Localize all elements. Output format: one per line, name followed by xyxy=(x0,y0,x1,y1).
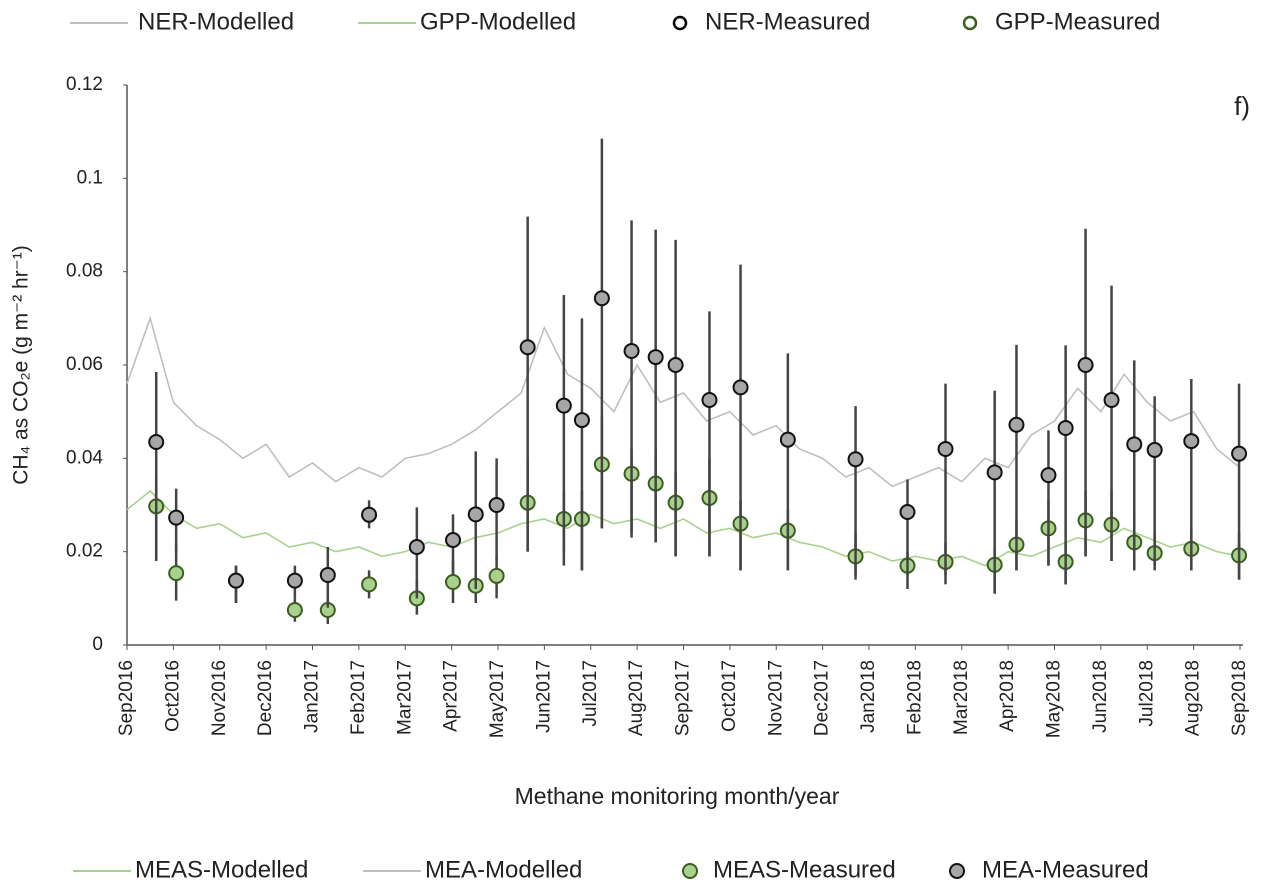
legend-label: GPP-Measured xyxy=(995,8,1160,35)
measured-point xyxy=(227,572,244,589)
measured-point xyxy=(361,576,378,593)
measured-point xyxy=(1103,392,1120,408)
measured-point xyxy=(319,567,336,583)
legend-label: MEA-Measured xyxy=(982,856,1149,883)
measured-point xyxy=(286,602,303,618)
legend-swatch xyxy=(682,863,698,879)
measured-point xyxy=(701,392,718,408)
measured-point xyxy=(779,431,796,448)
x-tick-label: Feb2018 xyxy=(904,660,925,735)
x-tick-label: Jun2018 xyxy=(1090,660,1111,733)
measured-point xyxy=(445,532,462,548)
x-tick-label: Aug2018 xyxy=(1183,660,1204,736)
panel-label: f) xyxy=(1234,91,1250,121)
legend-label: MEAS-Modelled xyxy=(135,856,308,883)
measured-point xyxy=(1146,441,1163,458)
measured-point xyxy=(847,451,864,468)
x-tick-label: Jul2018 xyxy=(1136,660,1157,727)
x-tick-label: Jan2018 xyxy=(858,660,879,733)
measured-point xyxy=(623,343,640,359)
x-tick-label: Mar2018 xyxy=(951,660,972,735)
x-tick-label: Nov2017 xyxy=(765,660,786,736)
x-tick-label: Apr2017 xyxy=(441,660,462,732)
y-tick-label: 0.06 xyxy=(66,354,103,375)
legend-label: GPP-Modelled xyxy=(420,8,576,35)
x-tick-label: Aug2017 xyxy=(626,660,647,736)
measured-point xyxy=(168,565,185,582)
legend-swatch xyxy=(949,863,965,879)
measured-point xyxy=(488,567,505,584)
measured-point xyxy=(1077,357,1094,373)
measured-point xyxy=(488,497,505,513)
x-tick-label: May2017 xyxy=(487,660,508,738)
x-tick-label: Jan2017 xyxy=(302,660,323,733)
x-tick-label: Oct2017 xyxy=(719,660,740,732)
measured-point xyxy=(519,339,536,356)
measured-point xyxy=(1008,416,1025,433)
x-tick-label: Sep2016 xyxy=(116,660,137,736)
measured-point xyxy=(593,290,610,307)
measured-point xyxy=(286,572,303,589)
measured-point xyxy=(647,349,664,366)
y-tick-label: 0.08 xyxy=(66,261,103,282)
measured-point xyxy=(361,506,378,523)
x-tick-label: Apr2018 xyxy=(997,660,1018,732)
measured-point xyxy=(1040,467,1057,484)
x-tick-label: Nov2016 xyxy=(209,660,230,736)
y-tick-label: 0 xyxy=(92,634,103,655)
measured-point xyxy=(148,434,165,450)
legend-label: NER-Modelled xyxy=(138,8,294,35)
x-tick-label: Jun2017 xyxy=(533,660,554,733)
measured-point xyxy=(1231,445,1248,462)
legend-label: NER-Measured xyxy=(705,8,870,35)
x-tick-label: Oct2016 xyxy=(162,660,183,732)
x-tick-label: Feb2017 xyxy=(348,660,369,735)
y-tick-label: 0.1 xyxy=(77,167,103,188)
measured-point xyxy=(467,506,484,523)
model-line xyxy=(126,489,1241,567)
x-tick-label: Sep2018 xyxy=(1229,660,1250,736)
measured-point xyxy=(168,509,185,526)
measured-point xyxy=(899,504,916,520)
measured-point xyxy=(555,397,572,414)
x-tick-label: Sep2017 xyxy=(673,660,694,736)
x-tick-label: Jul2017 xyxy=(580,660,601,727)
legend-swatch xyxy=(962,15,978,31)
measured-point xyxy=(667,357,684,373)
y-tick-label: 0.04 xyxy=(66,447,103,468)
x-tick-label: Mar2017 xyxy=(394,660,415,735)
x-tick-label: Dec2016 xyxy=(255,660,276,736)
measured-point xyxy=(732,379,749,396)
measured-point xyxy=(573,412,590,429)
x-tick-label: May2018 xyxy=(1044,660,1065,738)
measured-point xyxy=(445,574,462,590)
measured-point xyxy=(986,464,1003,481)
legend-swatch xyxy=(672,15,688,31)
y-tick-label: 0.02 xyxy=(66,541,103,562)
measured-point xyxy=(1126,436,1143,453)
legend-label: MEAS-Measured xyxy=(713,856,896,883)
x-tick-label: Dec2017 xyxy=(812,660,833,736)
measured-point xyxy=(937,441,954,457)
y-tick-label: 0.12 xyxy=(66,74,103,95)
y-axis-title: CH₄ as CO₂e (g m⁻² hr⁻¹) xyxy=(10,245,33,485)
measured-point xyxy=(408,539,425,555)
measured-point xyxy=(1183,433,1200,450)
legend-label: MEA-Modelled xyxy=(425,856,582,883)
model-line xyxy=(126,315,1241,488)
measured-point xyxy=(1057,420,1074,436)
x-axis-title: Methane monitoring month/year xyxy=(515,783,840,809)
